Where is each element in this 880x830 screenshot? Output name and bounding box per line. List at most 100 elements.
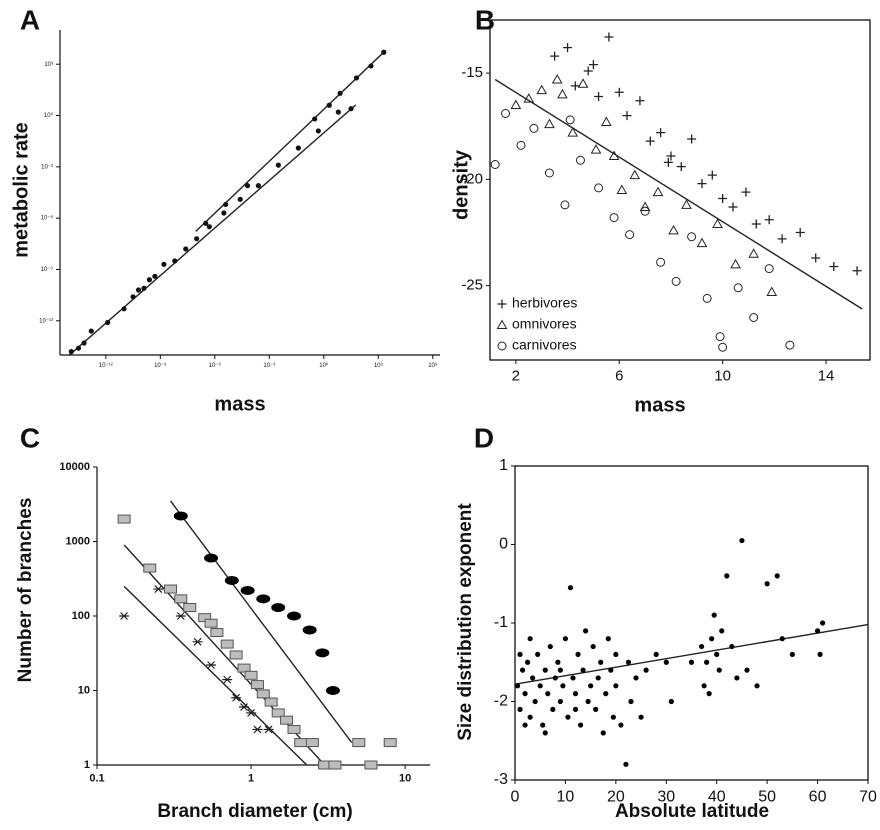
x-axis-label: mass <box>214 393 265 415</box>
point <box>608 150 620 160</box>
point <box>523 93 535 103</box>
point <box>337 90 343 96</box>
point <box>210 628 224 638</box>
y-tick-label: 10⁻¹² <box>39 318 53 324</box>
x-tick-label: 70 <box>859 788 877 805</box>
y-tick-label: -3 <box>494 771 508 788</box>
point <box>580 667 586 673</box>
point <box>204 618 218 628</box>
y-tick-label: 1 <box>84 759 90 771</box>
point <box>577 78 589 88</box>
point <box>625 659 632 665</box>
y-tick-label: 10³ <box>44 62 53 68</box>
point <box>161 261 167 267</box>
x-tick-label: 40 <box>708 788 726 805</box>
point <box>663 659 669 665</box>
point <box>774 573 780 579</box>
y-tick-label: -20 <box>461 170 483 187</box>
point <box>572 706 579 712</box>
point <box>820 620 826 626</box>
legend-label: omnivores <box>512 316 577 332</box>
point <box>542 730 548 736</box>
point <box>754 683 760 689</box>
point <box>295 145 301 151</box>
point <box>594 183 604 193</box>
y-tick-label: 10000 <box>59 461 90 473</box>
x-tick-label: 10³ <box>374 363 383 369</box>
point <box>698 643 705 650</box>
point <box>749 313 759 322</box>
point <box>640 206 650 216</box>
point <box>551 73 563 84</box>
fit-line <box>68 104 357 357</box>
plot-frame <box>489 19 871 361</box>
point <box>604 32 614 42</box>
x-tick-label: 10 <box>399 773 411 785</box>
point <box>88 328 94 334</box>
point <box>224 575 239 585</box>
point <box>814 628 821 634</box>
panel-title: D <box>474 422 494 453</box>
panel-title: B <box>475 4 495 35</box>
point <box>244 183 251 189</box>
point <box>192 637 203 646</box>
x-tick-label: 2 <box>512 367 520 384</box>
point <box>764 581 770 587</box>
point <box>294 738 308 748</box>
point <box>547 643 553 650</box>
point <box>638 714 644 720</box>
panel: D Absolute latitude Size distribution expo… <box>455 422 877 822</box>
x-tick-label: 1 <box>248 773 254 785</box>
point <box>535 651 541 658</box>
point <box>739 537 745 544</box>
x-tick-label: 50 <box>758 788 776 805</box>
point <box>183 603 197 613</box>
point <box>328 760 342 770</box>
point <box>221 210 227 216</box>
point <box>557 88 568 99</box>
x-tick-label: 10 <box>557 788 575 805</box>
point <box>676 162 686 172</box>
point <box>173 511 188 521</box>
point <box>593 706 599 712</box>
point <box>618 722 624 728</box>
point <box>779 636 785 642</box>
point <box>785 340 795 350</box>
y-axis-label: Number of branches <box>15 498 36 683</box>
point <box>711 612 717 618</box>
point <box>688 659 695 665</box>
point <box>255 183 261 189</box>
fit-line <box>195 49 387 232</box>
point <box>652 186 664 197</box>
x-tick-label: 10 <box>714 367 731 384</box>
point <box>240 585 255 595</box>
point <box>751 219 761 229</box>
point <box>325 686 340 695</box>
y-axis-label: metabolic rate <box>10 122 32 258</box>
x-tick-label: 10⁻⁹ <box>154 362 167 369</box>
point <box>244 670 258 680</box>
point <box>583 628 589 634</box>
panel-title: C <box>20 422 40 453</box>
y-tick-label: 10⁻⁶ <box>41 215 54 222</box>
x-tick-label: 0 <box>511 788 520 805</box>
point <box>733 283 743 293</box>
point <box>516 140 526 150</box>
point <box>246 709 257 717</box>
point <box>529 123 539 133</box>
point <box>537 683 543 689</box>
point <box>687 134 697 144</box>
x-tick-label: 14 <box>818 367 835 384</box>
point <box>603 691 609 697</box>
point <box>545 691 551 697</box>
point <box>817 651 823 658</box>
point <box>707 170 717 180</box>
point <box>271 708 285 718</box>
point <box>75 345 82 351</box>
point <box>490 160 500 169</box>
point <box>239 703 250 711</box>
point <box>550 706 556 712</box>
point <box>519 667 526 673</box>
point <box>532 698 538 705</box>
point <box>540 722 546 728</box>
